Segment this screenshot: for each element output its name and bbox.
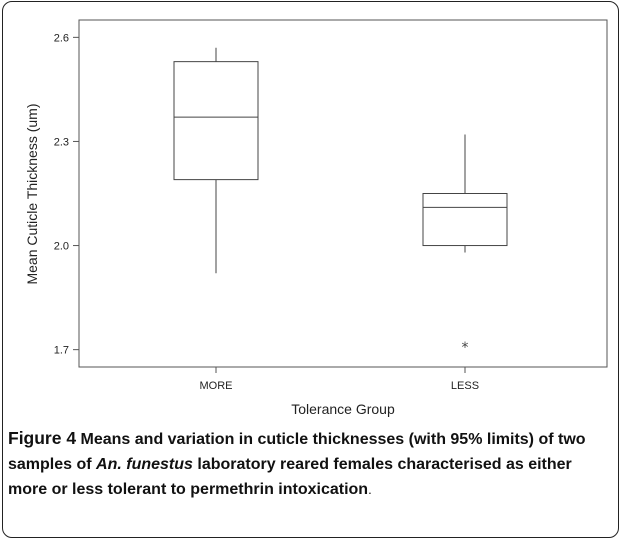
- box-group-more: [173, 47, 259, 274]
- caption-text-part1: Means and variation in cuticle thickness…: [8, 431, 586, 473]
- box-series: *: [173, 47, 508, 356]
- x-axis-label: Tolerance Group: [291, 401, 395, 417]
- figure-caption: Figure 4 Means and variation in cuticle …: [8, 426, 610, 502]
- x-tick-label-less: LESS: [451, 380, 479, 392]
- box-more: [173, 61, 259, 181]
- box-plot-chart: 1.7 2.0 2.3 2.6 MORE LESS * Mean Cuticle Thi…: [24, 19, 608, 417]
- caption-species: An. funestus: [96, 456, 193, 473]
- y-tick-label-1: 2.0: [54, 241, 69, 253]
- caption-tail: .: [368, 482, 372, 497]
- y-axis-label: Mean Cuticle Thickness (um): [24, 103, 40, 284]
- y-tick-label-0: 1.7: [54, 345, 69, 357]
- caption-text-part2: laboratory reared females characterised …: [8, 456, 572, 498]
- box-group-less: *: [422, 134, 508, 356]
- figure-frame: [2, 1, 619, 538]
- y-tick-label-2: 2.3: [54, 136, 69, 148]
- caption-label: Figure 4: [8, 428, 77, 448]
- x-axis: MORE LESS: [200, 367, 479, 392]
- box-less: [422, 193, 508, 247]
- x-tick-label-more: MORE: [200, 380, 233, 392]
- outlier-less-0: *: [462, 340, 469, 356]
- y-axis: 1.7 2.0 2.3 2.6: [54, 32, 79, 357]
- y-tick-label-3: 2.6: [54, 32, 69, 44]
- plot-area: [78, 19, 608, 368]
